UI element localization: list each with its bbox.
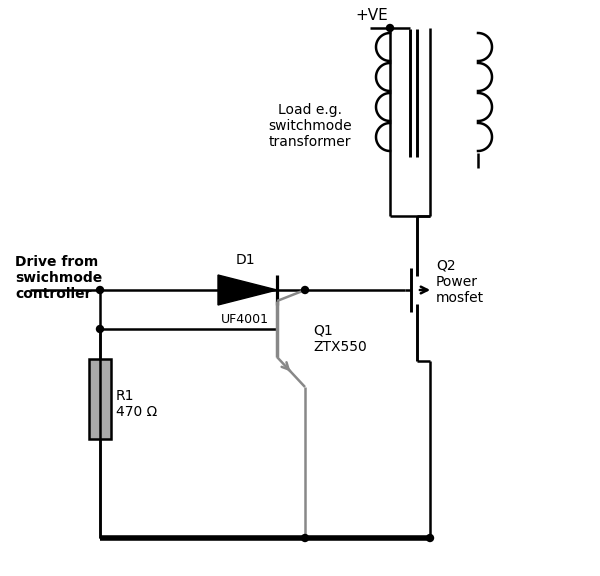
Text: +VE: +VE: [355, 8, 388, 23]
Text: Q1
ZTX550: Q1 ZTX550: [313, 324, 367, 354]
Text: D1: D1: [235, 253, 255, 267]
Text: Q2
Power
mosfet: Q2 Power mosfet: [436, 259, 484, 305]
Text: Drive from
swichmode
controller: Drive from swichmode controller: [15, 255, 102, 301]
Text: R1
470 Ω: R1 470 Ω: [116, 389, 157, 419]
Circle shape: [302, 286, 308, 294]
FancyBboxPatch shape: [89, 359, 111, 439]
Polygon shape: [218, 275, 277, 305]
Circle shape: [97, 325, 104, 332]
Circle shape: [302, 535, 308, 541]
Text: Load e.g.
switchmode
transformer: Load e.g. switchmode transformer: [268, 103, 352, 149]
Circle shape: [97, 286, 104, 294]
Circle shape: [386, 25, 394, 32]
Text: UF4001: UF4001: [221, 313, 269, 326]
Circle shape: [427, 535, 433, 541]
